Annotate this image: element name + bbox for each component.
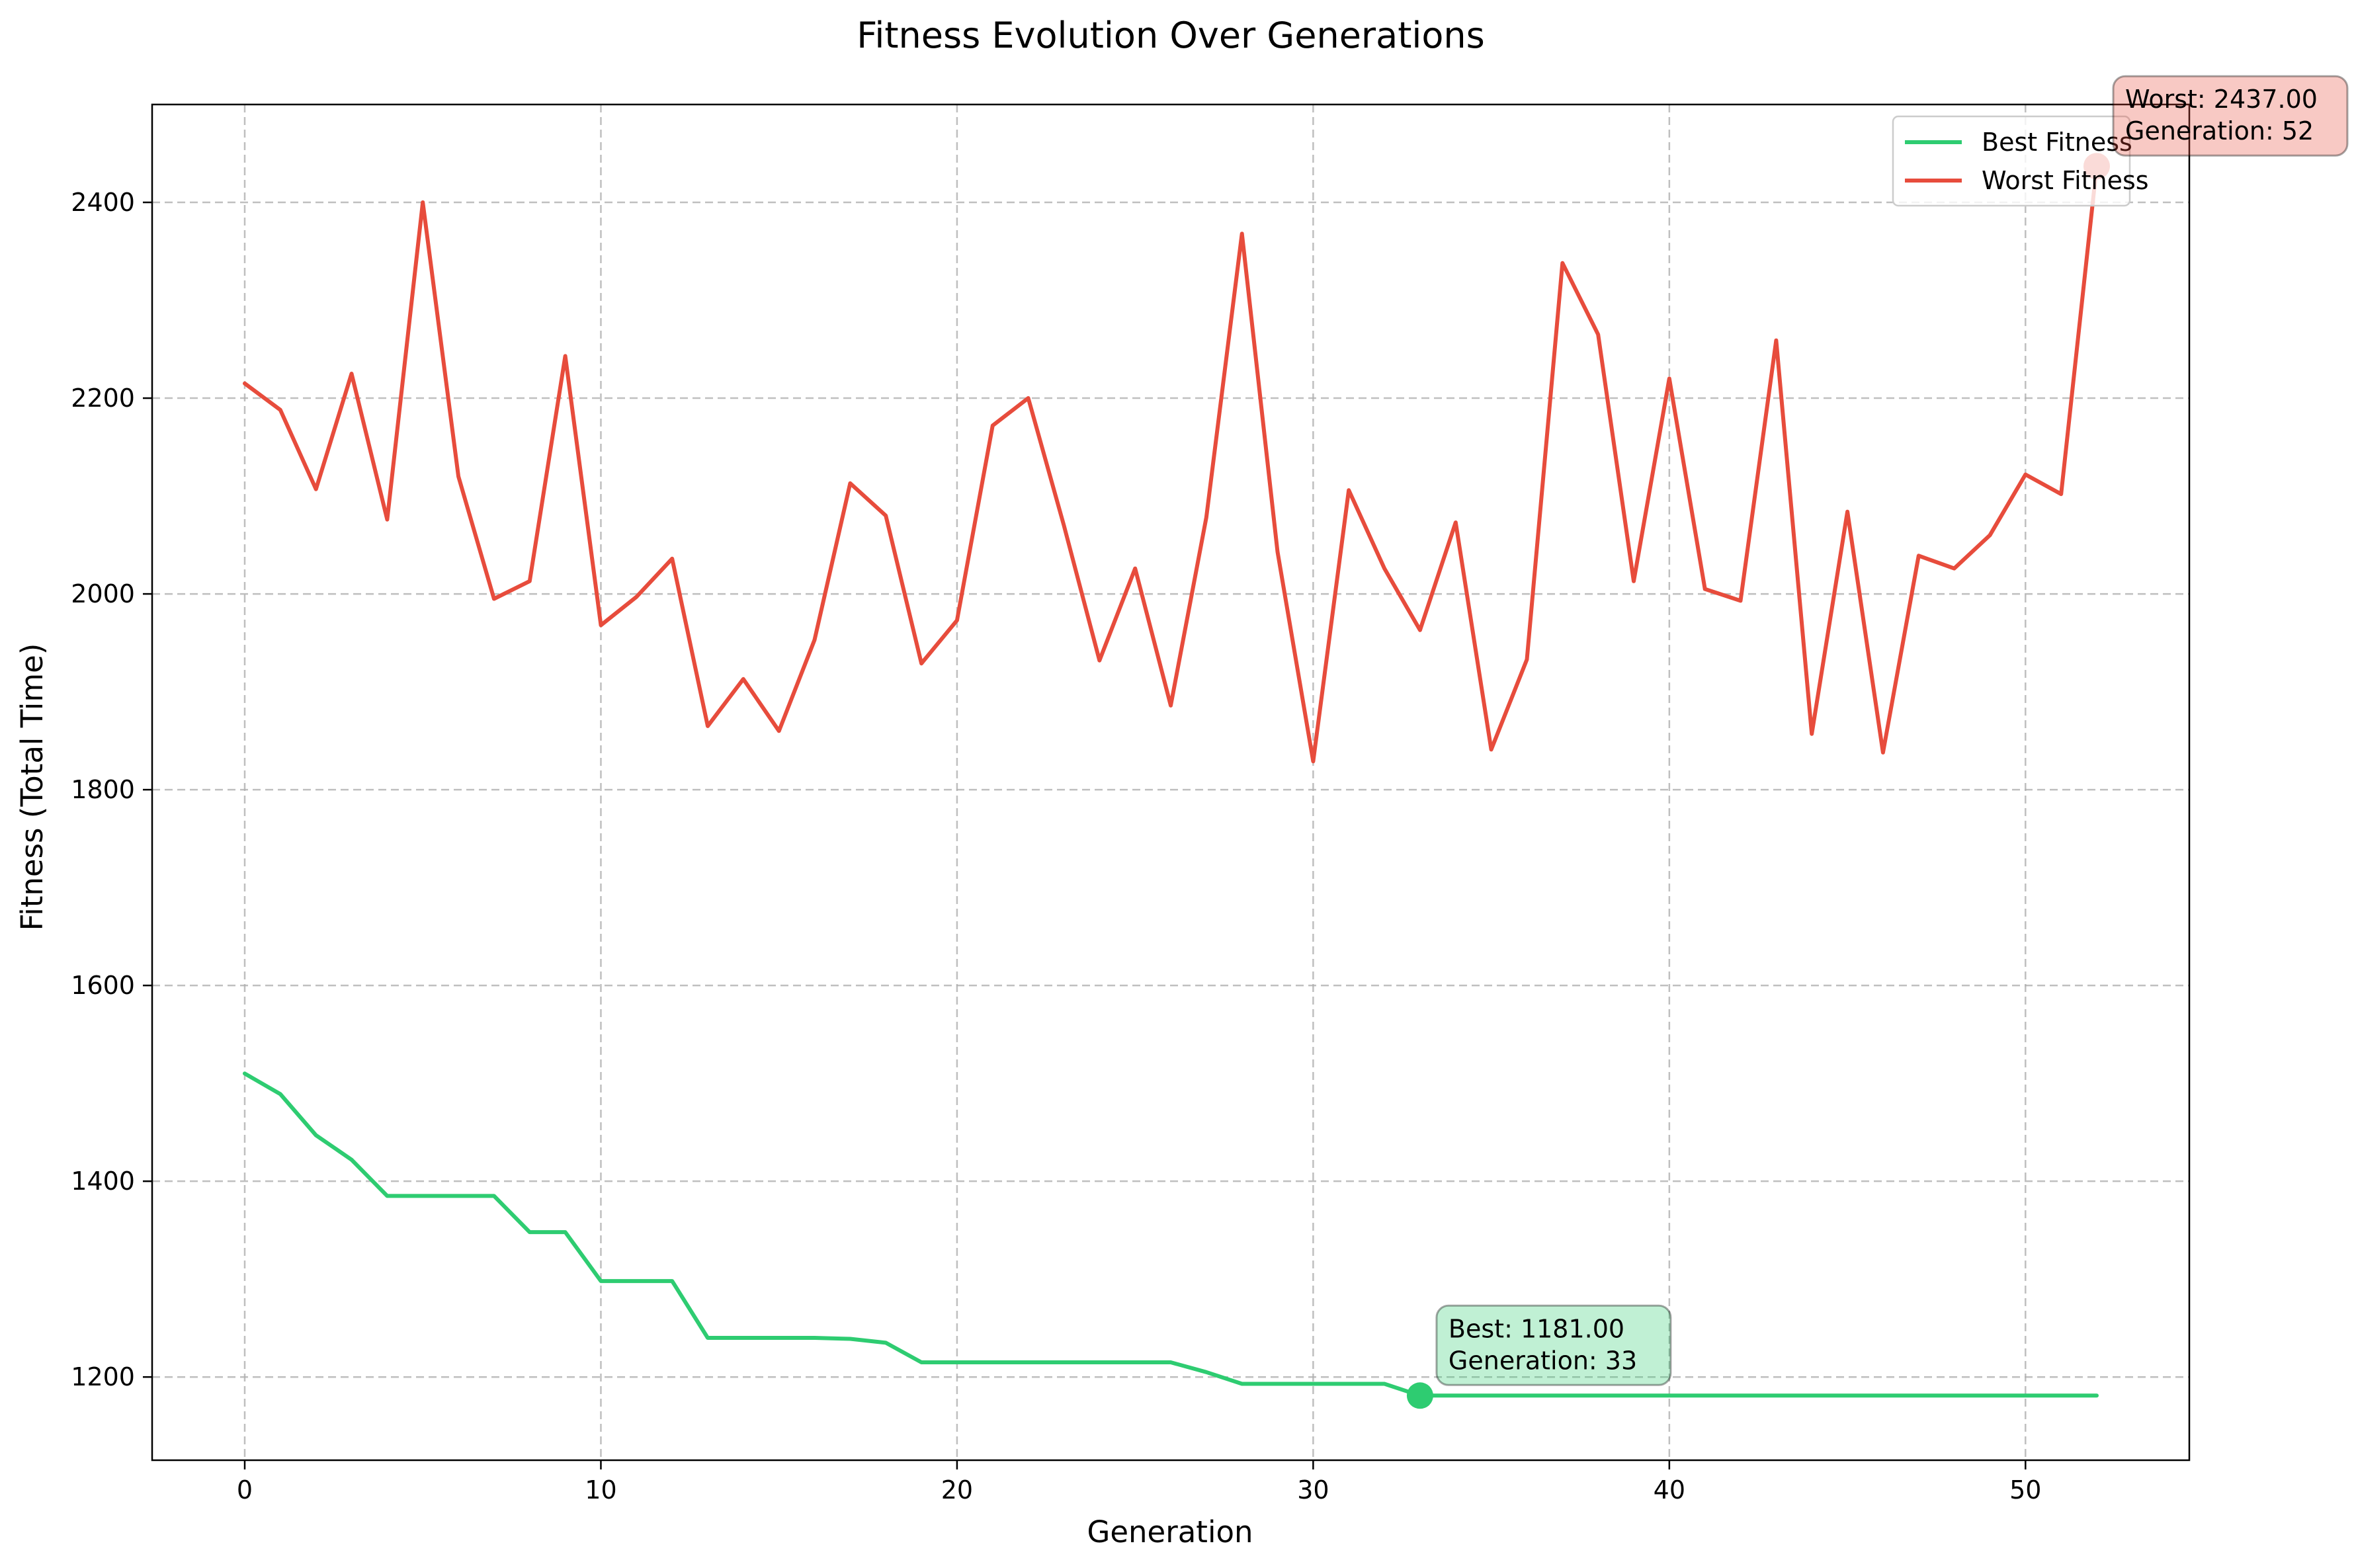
chart-title: Fitness Evolution Over Generations [857, 15, 1485, 56]
marker-best [1406, 1382, 1433, 1409]
y-tick-label: 2000 [71, 579, 135, 608]
annotation-text-best: Best: 1181.00 [1449, 1314, 1624, 1343]
tick-layer: 0 10 20 30 40 50 1200 1400 1600 1800 2000 2200 2400 [71, 188, 2041, 1505]
annotation-text-worst: Generation: 52 [2125, 116, 2314, 145]
annotation-box-worst [2112, 75, 2349, 157]
legend-box [1892, 115, 2131, 207]
y-tick-label: 1800 [71, 775, 135, 804]
y-tick-label: 1600 [71, 971, 135, 1000]
x-tick-label: 30 [1297, 1475, 1329, 1505]
x-tick-label: 10 [585, 1475, 616, 1505]
grid-layer [152, 104, 2189, 1460]
marker-layer [1406, 153, 2110, 1409]
x-tick-label: 20 [941, 1475, 973, 1505]
series-layer [243, 164, 2099, 1398]
series-line-worst [243, 164, 2099, 764]
series-line-best [243, 1071, 2099, 1398]
annotation-layer: Best: 1181.00 Generation: 33 Worst: 2437.0… [1435, 75, 2349, 1386]
legend-label-worst: Worst Fitness [1982, 166, 2149, 195]
y-axis-label: Fitness (Total Time) [15, 643, 50, 931]
x-tick-label: 50 [2009, 1475, 2041, 1505]
y-tick-label: 1200 [71, 1362, 135, 1391]
plot-frame [151, 103, 2191, 1462]
y-tick-label: 2200 [71, 384, 135, 413]
y-tick-label: 1400 [71, 1167, 135, 1196]
x-tick-label: 40 [1654, 1475, 1685, 1505]
x-tick-label: 0 [237, 1475, 253, 1505]
annotation-text-worst: Worst: 2437.00 [2125, 85, 2318, 114]
annotation-box-best [1435, 1304, 1672, 1386]
legend: Best Fitness Worst Fitness [1892, 115, 2149, 207]
annotation-text-best: Generation: 33 [1449, 1346, 1637, 1375]
y-tick-label: 2400 [71, 188, 135, 217]
x-axis-label: Generation [1087, 1514, 1253, 1549]
legend-label-best: Best Fitness [1982, 128, 2132, 157]
